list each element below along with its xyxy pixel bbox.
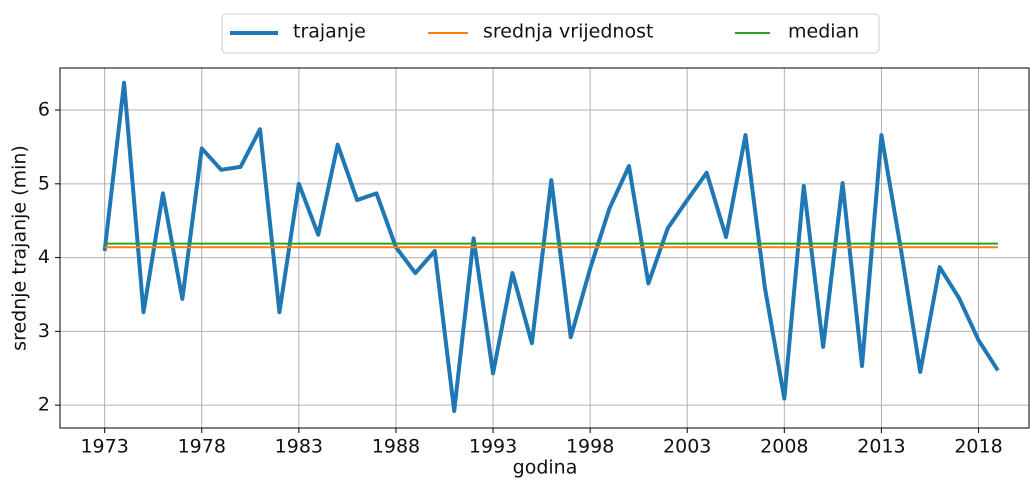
y-tick-label: 2 <box>38 394 50 416</box>
legend-label: median <box>788 21 859 43</box>
legend-label: trajanje <box>293 21 366 43</box>
legend-label: srednja vrijednost <box>483 21 653 43</box>
plot-frame <box>59 67 1030 429</box>
x-tick-label: 1973 <box>80 436 128 458</box>
legend-box <box>221 13 880 54</box>
y-tick-label: 3 <box>38 320 50 342</box>
x-tick-label: 1993 <box>469 436 517 458</box>
x-tick-label: 1978 <box>178 436 226 458</box>
x-tick-label: 2013 <box>857 436 905 458</box>
lines <box>102 80 1000 414</box>
x-tick-label: 2008 <box>760 436 808 458</box>
x-tick-label: 2018 <box>954 436 1002 458</box>
x-tick-label: 1998 <box>566 436 614 458</box>
y-tick-label: 6 <box>38 99 50 121</box>
x-tick-label: 2003 <box>663 436 711 458</box>
y-axis-label: srednje trajanje (min) <box>9 145 31 351</box>
x-axis-label: godina <box>513 457 578 479</box>
y-tick-label: 4 <box>38 246 50 268</box>
x-tick-label: 1983 <box>275 436 323 458</box>
y-tick-label: 5 <box>38 172 50 194</box>
x-tick-label: 1988 <box>372 436 420 458</box>
